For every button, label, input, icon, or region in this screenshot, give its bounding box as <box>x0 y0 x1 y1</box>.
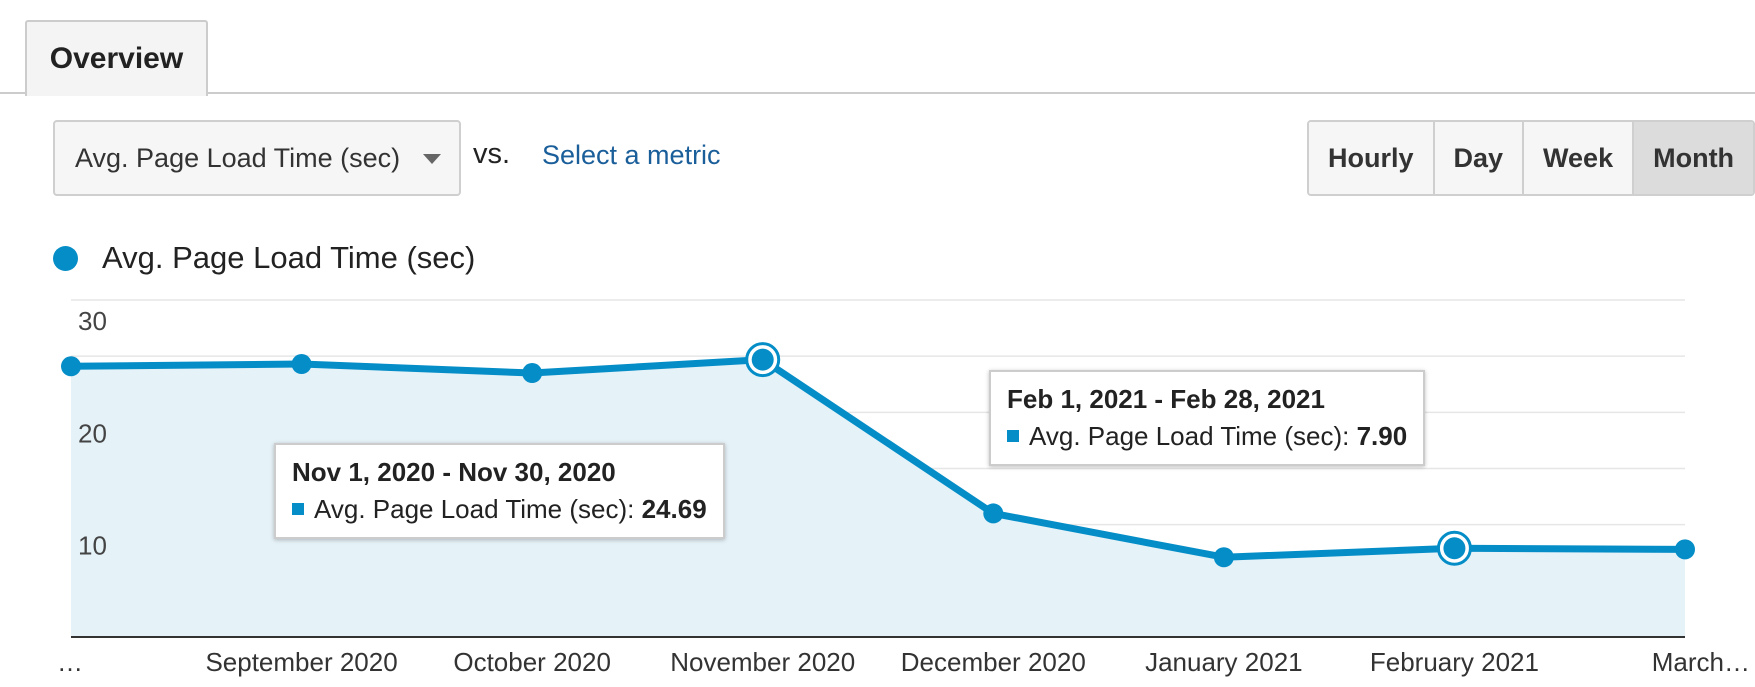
data-point-highlighted <box>751 348 774 371</box>
granularity-toggle: Hourly Day Week Month <box>1307 120 1755 196</box>
series-swatch-icon <box>1007 430 1019 443</box>
primary-metric-label: Avg. Page Load Time (sec) <box>75 142 401 173</box>
vs-label: vs. <box>473 138 511 170</box>
x-tick-label: December 2020 <box>901 647 1086 677</box>
primary-metric-dropdown[interactable]: Avg. Page Load Time (sec) <box>53 120 461 196</box>
tooltip-title: Feb 1, 2021 - Feb 28, 2021 <box>1007 384 1325 414</box>
data-point-highlighted <box>1443 537 1466 560</box>
data-point <box>983 503 1004 524</box>
caret-down-icon <box>423 154 441 164</box>
tooltip-title: Nov 1, 2020 - Nov 30, 2020 <box>292 457 616 487</box>
data-point <box>1213 547 1234 568</box>
series-area <box>71 359 1685 637</box>
series-line <box>67 356 1689 561</box>
y-tick-label: 10 <box>78 531 107 561</box>
select-metric-link[interactable]: Select a metric <box>542 140 721 170</box>
granularity-hourly-button[interactable]: Hourly <box>1309 122 1433 194</box>
x-tick-label: October 2020 <box>453 647 611 677</box>
data-point <box>291 354 312 375</box>
x-tick-label: September 2020 <box>205 647 397 677</box>
data-point <box>522 363 543 384</box>
tooltip-metric: Avg. Page Load Time (sec): <box>1029 421 1350 451</box>
granularity-day-button[interactable]: Day <box>1432 122 1523 194</box>
x-tick-label: November 2020 <box>670 647 855 677</box>
legend-dot-icon <box>53 245 78 271</box>
y-tick-label: 30 <box>78 306 107 336</box>
data-point <box>1675 539 1695 560</box>
y-tick-label: 20 <box>78 418 107 448</box>
x-tick-label: … <box>57 647 83 677</box>
x-tick-label: March… <box>1652 647 1750 677</box>
tooltip-metric: Avg. Page Load Time (sec): <box>314 494 635 524</box>
x-tick-label: January 2021 <box>1145 647 1303 677</box>
data-point <box>61 356 81 377</box>
tab-bar: Overview <box>0 0 1755 96</box>
tooltip-february: Feb 1, 2021 - Feb 28, 2021 Avg. Page Loa… <box>989 370 1426 466</box>
tooltip-november: Nov 1, 2020 - Nov 30, 2020 Avg. Page Loa… <box>274 443 725 539</box>
tooltip-value: 24.69 <box>641 494 707 524</box>
legend-label: Avg. Page Load Time (sec) <box>102 240 476 275</box>
chart-legend: Avg. Page Load Time (sec) <box>53 240 475 276</box>
x-tick-label: February 2021 <box>1370 647 1539 677</box>
granularity-month-button[interactable]: Month <box>1632 122 1754 194</box>
granularity-week-button[interactable]: Week <box>1522 122 1633 194</box>
tab-overview[interactable]: Overview <box>25 20 208 96</box>
series-swatch-icon <box>292 503 304 516</box>
tooltip-value: 7.90 <box>1356 421 1408 451</box>
